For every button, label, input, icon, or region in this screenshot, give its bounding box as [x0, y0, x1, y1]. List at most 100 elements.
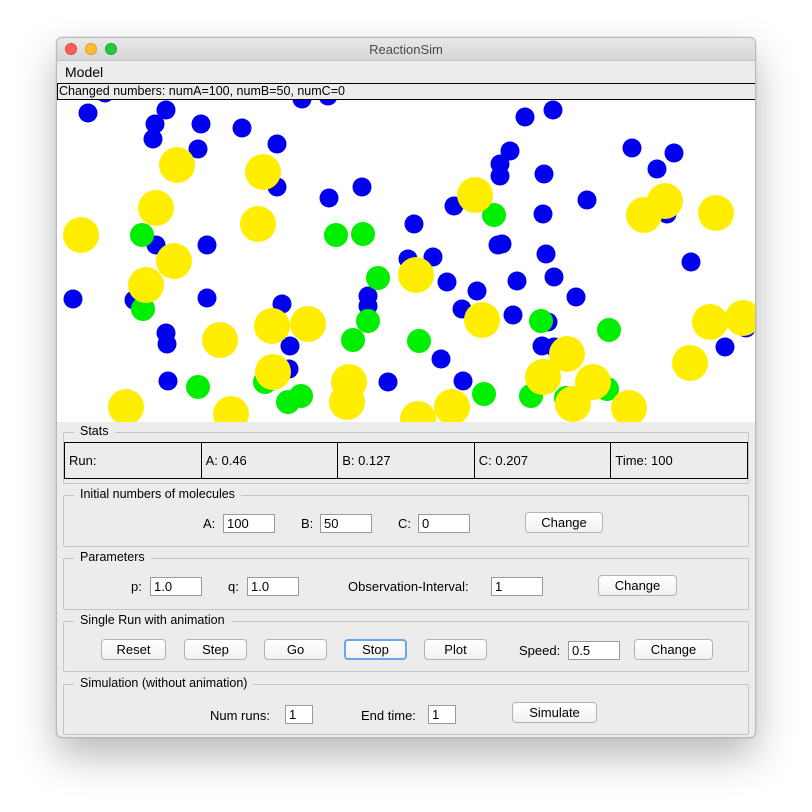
molecule-c [290, 306, 326, 342]
minimize-window-button[interactable] [85, 43, 97, 55]
go-button[interactable]: Go [264, 639, 327, 660]
p-input[interactable] [150, 577, 202, 596]
molecule-a [157, 334, 177, 354]
q-input[interactable] [247, 577, 299, 596]
simulation-title: Simulation (without animation) [74, 676, 254, 690]
molecule-c [434, 389, 470, 422]
end-time-label: End time: [361, 708, 416, 723]
a-count-input[interactable] [223, 514, 275, 533]
initial-numbers-title: Initial numbers of molecules [74, 487, 241, 501]
molecule-c [63, 217, 99, 253]
single-run-title: Single Run with animation [74, 613, 231, 627]
molecule-b [186, 375, 210, 399]
molecule-c [692, 304, 728, 340]
molecule-a [378, 372, 398, 392]
molecule-a [622, 138, 642, 158]
stats-panel: Stats Run: A: 0.46 B: 0.127 C: 0.207 Tim… [63, 424, 749, 484]
molecule-a [156, 100, 176, 120]
molecule-a [352, 177, 372, 197]
molecule-canvas [57, 100, 755, 422]
molecule-b [529, 309, 553, 333]
molecule-c [202, 322, 238, 358]
molecule-a [715, 337, 735, 357]
observation-interval-input[interactable] [491, 577, 543, 596]
end-time-input[interactable] [428, 705, 456, 724]
stats-title: Stats [74, 424, 115, 438]
molecule-b [407, 329, 431, 353]
num-runs-label: Num runs: [210, 708, 270, 723]
molecule-a [503, 305, 523, 325]
stat-b: B: 0.127 [338, 443, 475, 478]
close-window-button[interactable] [65, 43, 77, 55]
molecule-a [272, 294, 292, 314]
a-count-label: A: [203, 516, 216, 531]
molecule-a [232, 118, 252, 138]
molecule-a [98, 100, 112, 103]
menu-bar: Model [57, 61, 755, 83]
molecule-c [213, 396, 249, 422]
plot-button[interactable]: Plot [424, 639, 487, 660]
molecule-a [566, 287, 586, 307]
change-initial-button[interactable]: Change [525, 512, 603, 533]
menu-model[interactable]: Model [65, 64, 104, 80]
molecule-c [254, 308, 290, 344]
molecule-c [245, 154, 281, 190]
change-parameters-button[interactable]: Change [598, 575, 677, 596]
stat-c: C: 0.207 [475, 443, 612, 478]
b-count-label: B: [301, 516, 314, 531]
molecule-a [197, 235, 217, 255]
molecule-a [681, 252, 701, 272]
b-count-input[interactable] [320, 514, 372, 533]
molecule-a [536, 244, 556, 264]
molecule-a [490, 154, 510, 174]
reset-button[interactable]: Reset [101, 639, 166, 660]
simulation-panel: Simulation (without animation) Num runs:… [63, 676, 749, 735]
title-bar[interactable]: ReactionSim [57, 38, 755, 61]
molecule-a [507, 271, 527, 291]
molecule-a [267, 134, 287, 154]
molecule-c [400, 401, 436, 422]
molecule-a [191, 114, 211, 134]
window-title: ReactionSim [369, 42, 443, 57]
zoom-window-button[interactable] [105, 43, 117, 55]
molecule-a [63, 289, 83, 309]
c-count-input[interactable] [418, 514, 470, 533]
molecule-a [404, 214, 424, 234]
molecule-c [549, 336, 585, 372]
molecule-a [492, 234, 512, 254]
speed-input[interactable] [568, 641, 620, 660]
molecule-c [255, 354, 291, 390]
molecule-c [647, 183, 683, 219]
molecule-a [292, 100, 312, 109]
molecule-a [533, 204, 553, 224]
step-button[interactable]: Step [184, 639, 247, 660]
molecule-b [130, 223, 154, 247]
parameters-panel: Parameters p: q: Observation-Interval: C… [63, 550, 749, 610]
molecule-c [457, 177, 493, 213]
molecule-b [482, 203, 506, 227]
molecule-animation [63, 100, 755, 422]
molecule-a [280, 336, 300, 356]
q-label: q: [228, 579, 239, 594]
molecule-a [145, 114, 165, 134]
molecule-b [341, 328, 365, 352]
stop-button[interactable]: Stop [344, 639, 407, 660]
molecule-a [453, 371, 473, 391]
molecule-a [319, 100, 337, 106]
molecule-b [289, 384, 313, 408]
molecule-b [131, 297, 155, 321]
initial-numbers-panel: Initial numbers of molecules A: B: C: Ch… [63, 487, 749, 547]
molecule-a [500, 141, 520, 161]
c-count-label: C: [398, 516, 411, 531]
molecule-c [525, 359, 561, 395]
molecule-a [197, 288, 217, 308]
molecule-c [156, 243, 192, 279]
change-speed-button[interactable]: Change [634, 639, 713, 660]
molecule-b [356, 309, 380, 333]
num-runs-input[interactable] [285, 705, 313, 724]
simulate-button[interactable]: Simulate [512, 702, 597, 723]
p-label: p: [131, 579, 142, 594]
molecule-a [534, 164, 554, 184]
molecule-c [464, 302, 500, 338]
molecule-a [319, 188, 339, 208]
